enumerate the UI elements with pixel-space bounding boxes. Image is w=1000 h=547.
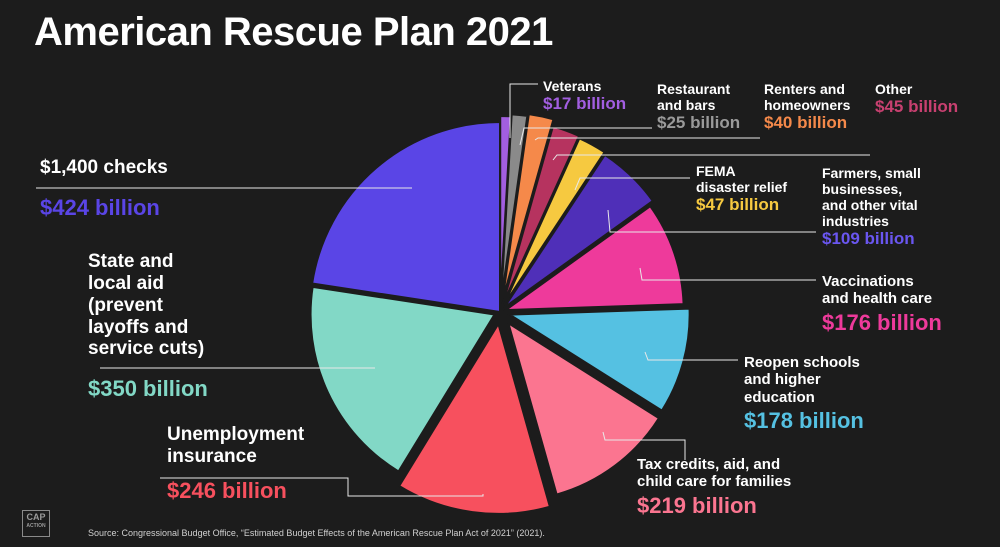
label-schools-name: Reopen schools and higher education: [744, 354, 860, 406]
label-farmers-value: $109 billion: [822, 229, 915, 249]
source-note: Source: Congressional Budget Office, “Es…: [88, 528, 545, 538]
leader-line-0: [509, 83, 538, 138]
pie-slice-11: [311, 120, 501, 314]
pie-slice-7: [506, 307, 691, 413]
label-checks-name: $1,400 checks: [40, 157, 168, 178]
pie-slices: [309, 112, 691, 515]
label-fema: FEMA disaster relief $47 billion: [696, 163, 787, 215]
leader-line-7: [644, 351, 738, 361]
logo-sub: ACTION: [26, 523, 46, 529]
label-tax-name: Tax credits, aid, and child care for fam…: [637, 456, 792, 491]
leader-line-5: [607, 209, 816, 233]
label-farmers: Farmers, small businesses, and other vit…: [822, 165, 921, 249]
leader-line-2: [534, 137, 760, 141]
leader-lines: [36, 83, 870, 497]
label-checks: $1,400 checks $424 billion: [40, 157, 168, 220]
label-unemployment-value: $246 billion: [167, 477, 287, 503]
label-other: Other $45 billion: [875, 81, 958, 117]
label-veterans: Veterans $17 billion: [543, 78, 626, 114]
cap-action-logo: CAP ACTION: [22, 510, 50, 537]
label-state-value: $350 billion: [88, 376, 208, 402]
label-veterans-value: $17 billion: [543, 94, 627, 114]
label-other-name: Other: [875, 81, 913, 97]
label-vaccinations-name: Vaccinations and health care: [822, 273, 933, 308]
label-state: State and local aid (prevent layoffs and…: [88, 251, 208, 402]
label-schools: Reopen schools and higher education $178…: [744, 354, 864, 433]
pie-slice-1: [499, 113, 529, 303]
pie-slice-9: [397, 321, 552, 515]
pie-slice-2: [501, 112, 555, 301]
label-unemployment: Unemployment insurance $246 billion: [167, 424, 304, 503]
label-schools-value: $178 billion: [744, 407, 864, 433]
label-renters-value: $40 billion: [764, 113, 848, 133]
chart-title: American Rescue Plan 2021: [34, 10, 553, 54]
label-restaurant-name: Restaurant and bars: [657, 81, 731, 114]
label-restaurant-value: $25 billion: [657, 113, 741, 133]
leader-line-8: [602, 431, 686, 460]
leader-line-4: [574, 177, 690, 191]
logo-main: CAP: [26, 512, 46, 522]
label-renters-name: Renters and homeowners: [764, 81, 851, 114]
pie-slice-3: [501, 125, 581, 305]
leader-line-6: [639, 267, 816, 281]
pie-slice-10: [309, 285, 497, 473]
label-vaccinations: Vaccinations and health care $176 billio…: [822, 273, 942, 335]
label-unemployment-name: Unemployment insurance: [167, 424, 305, 467]
pie-slice-8: [506, 320, 661, 496]
label-veterans-name: Veterans: [543, 78, 602, 94]
leader-line-3: [552, 154, 870, 161]
label-other-value: $45 billion: [875, 97, 959, 117]
leader-line-1: [519, 127, 652, 146]
label-fema-value: $47 billion: [696, 195, 780, 215]
label-farmers-name: Farmers, small businesses, and other vit…: [822, 165, 921, 230]
label-restaurant: Restaurant and bars $25 billion: [657, 81, 740, 133]
label-checks-value: $424 billion: [40, 194, 160, 220]
leader-line-9: [160, 477, 484, 497]
label-renters: Renters and homeowners $40 billion: [764, 81, 850, 133]
label-vaccinations-value: $176 billion: [822, 309, 942, 335]
label-fema-name: FEMA disaster relief: [696, 163, 788, 196]
label-state-name: State and local aid (prevent layoffs and…: [88, 251, 205, 360]
label-tax: Tax credits, aid, and child care for fam…: [637, 456, 791, 518]
label-tax-value: $219 billion: [637, 492, 757, 518]
